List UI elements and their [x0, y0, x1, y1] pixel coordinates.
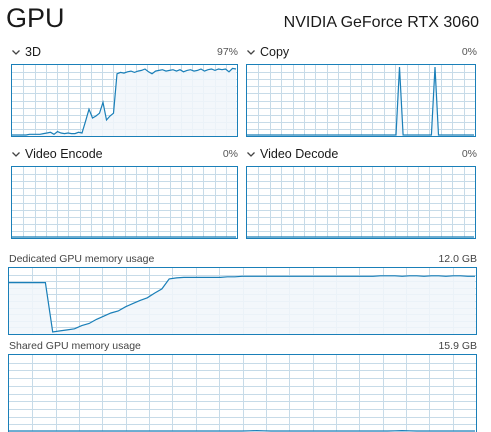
engine-3d-selector[interactable]: 3D: [10, 44, 41, 60]
engine-copy-value: 0%: [435, 44, 477, 60]
engine-3d-label: 3D: [25, 45, 41, 59]
gpu-model-name: NVIDIA GeForce RTX 3060: [284, 13, 479, 33]
engine-video-decode-label: Video Decode: [260, 147, 338, 161]
engine-video-encode-selector[interactable]: Video Encode: [10, 146, 103, 162]
engine-video-encode-value: 0%: [200, 146, 238, 162]
page-title: GPU: [6, 2, 65, 34]
engine-video-decode-value: 0%: [435, 146, 477, 162]
engine-copy-selector[interactable]: Copy: [245, 44, 289, 60]
dedicated-memory-value: 12.0 GB: [400, 252, 477, 266]
graph-svg: [9, 268, 476, 334]
shared-memory-graph: [8, 354, 477, 432]
series-area: [12, 68, 237, 136]
engine-video-encode-label: Video Encode: [25, 147, 103, 161]
graph-svg: [12, 167, 237, 238]
engine-3d-value: 97%: [200, 44, 238, 60]
chevron-down-icon: [10, 46, 22, 58]
shared-memory-value: 15.9 GB: [400, 339, 477, 353]
shared-memory-label: Shared GPU memory usage: [9, 339, 141, 353]
chevron-down-icon: [10, 148, 22, 160]
dedicated-memory-label: Dedicated GPU memory usage: [9, 252, 154, 266]
engine-video-decode-graph: [246, 166, 476, 239]
engine-video-encode-graph: [11, 166, 238, 239]
engine-copy-graph: [246, 64, 476, 137]
engine-video-decode-selector[interactable]: Video Decode: [245, 146, 338, 162]
graph-svg: [247, 65, 475, 136]
engine-copy-label: Copy: [260, 45, 289, 59]
graph-svg: [9, 355, 476, 432]
dedicated-memory-graph: [8, 267, 477, 335]
engine-3d-graph: [11, 64, 238, 137]
graph-svg: [12, 65, 237, 136]
graph-svg: [247, 167, 475, 238]
chevron-down-icon: [245, 46, 257, 58]
chevron-down-icon: [245, 148, 257, 160]
